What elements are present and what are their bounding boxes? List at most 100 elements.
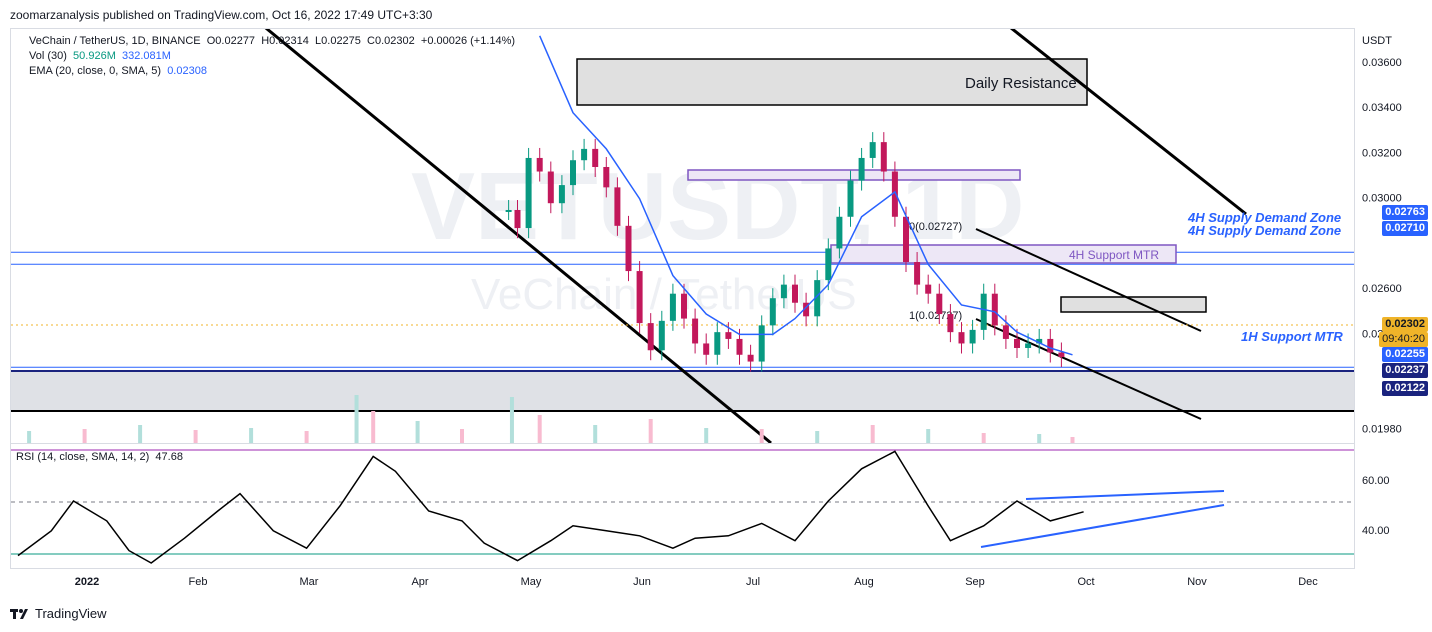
price-candles	[505, 132, 1065, 372]
candle-body	[1047, 338, 1054, 353]
time-tick-label: 2022	[75, 576, 99, 588]
legend-vol-label: Vol (30)	[29, 50, 67, 62]
candle-body	[736, 338, 743, 355]
price-chart: VETUSDT, 1D VeChain / TetherUS Daily Res…	[11, 29, 1354, 443]
legend-low: L0.02275	[315, 35, 361, 47]
candle-body	[714, 332, 721, 355]
candle-body	[792, 284, 798, 303]
daily-resistance-box[interactable]	[576, 58, 1088, 106]
candle-body	[869, 142, 876, 158]
volume-bar	[537, 415, 542, 443]
volume-bar	[138, 425, 143, 443]
candle-body	[769, 298, 776, 326]
volume-bar	[1070, 437, 1075, 443]
time-tick-label: Sep	[965, 576, 985, 588]
volume-bar	[593, 425, 598, 443]
trendline-descending-left	[264, 29, 772, 443]
rsi-trend-lower	[980, 504, 1225, 548]
resistance-purple-box[interactable]	[687, 169, 1021, 181]
legend-ohlc: VeChain / TetherUS, 1D, BINANCE O0.02277…	[29, 34, 515, 49]
rsi-pane[interactable]: RSI (14, close, SMA, 14, 2) 47.68	[10, 443, 1355, 569]
volume-bar	[870, 425, 875, 443]
time-tick-label: Jul	[746, 576, 760, 588]
legend-vol-a: 50.926M	[73, 50, 116, 62]
tag-supply-2: 0.02710	[1382, 221, 1428, 236]
candle-body	[880, 142, 887, 172]
tag-support-1h: 0.02255	[1382, 347, 1428, 362]
tag-level-3: 0.02122	[1382, 381, 1428, 396]
volume-bar	[193, 430, 198, 443]
watermark-name: VeChain / TetherUS	[471, 270, 857, 319]
price-tick-label: 0.03600	[1362, 57, 1402, 69]
candle-body	[858, 157, 865, 181]
supply-demand-label-2: 4H Supply Demand Zone	[1187, 223, 1341, 238]
candle-body	[903, 216, 909, 263]
price-tick-label: 0.03000	[1362, 193, 1402, 205]
rsi-legend-value: 47.68	[155, 451, 183, 463]
tradingview-branding[interactable]: TradingView	[10, 606, 107, 621]
rsi-legend-label: RSI (14, close, SMA, 14, 2)	[16, 451, 150, 463]
volume-bar	[648, 419, 653, 443]
volume-bar	[704, 428, 709, 443]
candle-body	[505, 209, 512, 212]
supply-demand-label-1: 4H Supply Demand Zone	[1187, 210, 1341, 225]
legend-volume: Vol (30) 50.926M 332.081M	[29, 49, 515, 64]
candle-body	[1036, 338, 1043, 344]
published-header: zoomarzanalysis published on TradingView…	[10, 8, 433, 22]
candle-body	[1014, 338, 1020, 348]
candle-body	[1002, 325, 1009, 339]
price-tick-label: 0.03200	[1362, 147, 1402, 159]
legend-ema-value: 0.02308	[167, 65, 207, 77]
candle-body	[558, 185, 565, 204]
price-axis-ticks: 0.036000.034000.032000.030000.026000.024…	[1362, 57, 1402, 435]
price-pane[interactable]: VETUSDT, 1D VeChain / TetherUS Daily Res…	[10, 28, 1355, 444]
tradingview-logo-icon	[10, 608, 28, 619]
volume-bar	[460, 429, 464, 443]
candle-body	[525, 157, 532, 229]
time-tick-label: Jun	[633, 576, 651, 588]
support-4h-label: 4H Support MTR	[1069, 248, 1159, 262]
candle-body	[780, 284, 787, 299]
candle-body	[836, 216, 843, 249]
price-axis[interactable]: USDT 0.03600 0.03400 0.03200 0.03000 0.02600…	[1354, 28, 1430, 596]
support-zone	[11, 371, 1354, 411]
candle-body	[692, 318, 699, 344]
rsi-legend: RSI (14, close, SMA, 14, 2) 47.68	[16, 450, 183, 465]
candle-body	[914, 262, 921, 285]
candle-body	[547, 171, 554, 204]
rsi-tick-label: 40.00	[1362, 525, 1390, 537]
candle-body	[725, 332, 732, 339]
channel-lower	[975, 318, 1202, 420]
fib-1-label: 1(0.02727)	[909, 310, 962, 322]
ema-line	[539, 35, 1073, 356]
candle-body	[925, 284, 932, 294]
volume-bar	[249, 428, 254, 443]
volume-bar	[926, 429, 931, 443]
candle-body	[625, 225, 632, 272]
legend-change: +0.00026 (+1.14%)	[420, 35, 516, 47]
candle-body	[947, 314, 954, 333]
time-tick-label: Oct	[1077, 576, 1094, 588]
rsi-trend-upper	[1025, 490, 1225, 500]
legend: VeChain / TetherUS, 1D, BINANCE O0.02277…	[29, 34, 515, 79]
candle-body	[570, 160, 576, 186]
candle-body	[847, 180, 854, 217]
candle-body	[514, 209, 521, 229]
volume-bar	[415, 421, 420, 443]
candle-body	[814, 280, 821, 317]
candle-body	[536, 157, 543, 172]
volume-bar	[1037, 434, 1042, 443]
time-axis[interactable]: 2022 Feb Mar Apr May Jun Jul Aug Sep Oct Nov Dec	[10, 568, 1353, 596]
rsi-tick-label: 60.00	[1362, 475, 1390, 487]
candle-body	[747, 354, 754, 362]
volume-bar	[815, 431, 820, 443]
price-tick-label: 0.01980	[1362, 423, 1402, 435]
fib-0-label: 0(0.02727)	[909, 221, 962, 233]
legend-close: C0.02302	[367, 35, 415, 47]
time-tick-label: Nov	[1187, 576, 1207, 588]
candle-body	[803, 302, 810, 317]
consolidation-box[interactable]	[1060, 296, 1207, 313]
candle-body	[658, 320, 665, 351]
price-tick-label: 0.03400	[1362, 102, 1402, 114]
volume-bars	[27, 395, 1075, 443]
